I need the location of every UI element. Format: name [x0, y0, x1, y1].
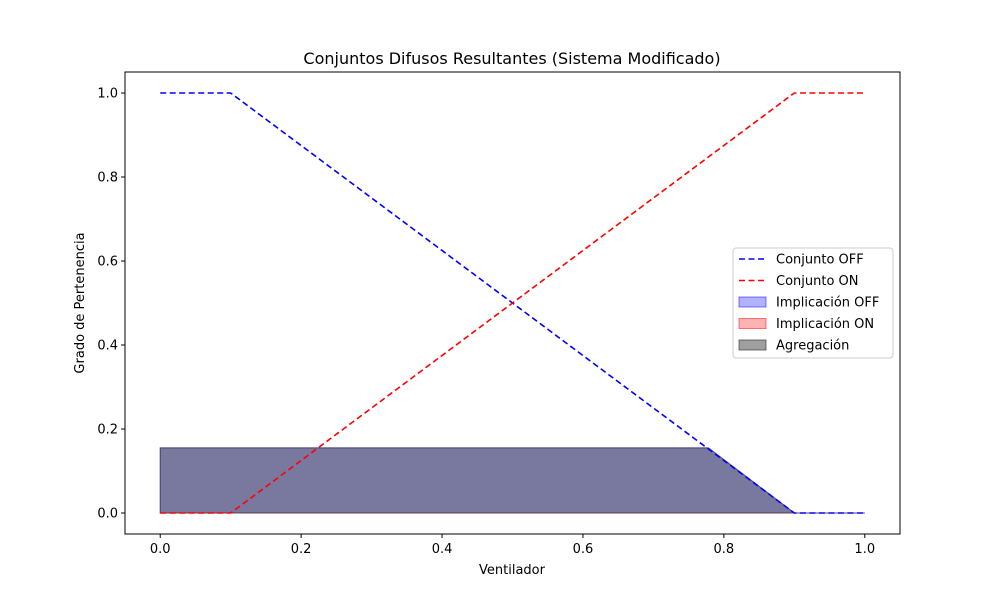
- x-tick-label: 0.2: [291, 542, 312, 557]
- legend-patch-swatch: [738, 296, 767, 308]
- legend-item-conjunto-on: Conjunto ON: [739, 274, 859, 289]
- legend-item-implicacion-on: Implicación ON: [738, 317, 874, 332]
- legend-label: Implicación OFF: [776, 296, 879, 311]
- plot-frame: [124, 71, 901, 535]
- legend-label: Conjunto ON: [776, 274, 859, 289]
- y-tick-label: 0.2: [97, 423, 118, 438]
- y-tick-label: 0.4: [97, 339, 118, 354]
- legend-label: Conjunto OFF: [776, 253, 864, 268]
- y-tick-label: 0.8: [97, 171, 118, 186]
- x-tick-label: 1.0: [854, 542, 875, 557]
- x-tick-label: 0.0: [150, 542, 171, 557]
- x-axis: 0.0 0.2 0.4 0.6 0.8 1.0: [150, 534, 875, 557]
- y-tick-label: 0.0: [97, 507, 118, 522]
- chart-title: Conjuntos Difusos Resultantes (Sistema M…: [303, 49, 720, 68]
- y-tick-label: 0.6: [97, 255, 118, 270]
- x-tick-label: 0.4: [432, 542, 453, 557]
- line-conjunto-on: [160, 92, 865, 514]
- legend-label: Implicación ON: [776, 317, 874, 332]
- plot-area: [159, 92, 865, 514]
- x-axis-label: Ventilador: [479, 563, 546, 578]
- x-tick-label: 0.8: [714, 542, 735, 557]
- x-tick-label: 0.6: [573, 542, 594, 557]
- legend-item-conjunto-off: Conjunto OFF: [739, 253, 864, 268]
- y-tick-label: 1.0: [97, 87, 118, 102]
- legend-item-implicacion-off: Implicación OFF: [738, 296, 879, 311]
- legend-patch-swatch: [738, 339, 767, 351]
- legend-label: Agregación: [776, 339, 849, 354]
- area-agregacion: [159, 447, 865, 514]
- y-axis-label: Grado de Pertenencia: [73, 232, 88, 373]
- y-axis: 0.0 0.2 0.4 0.6 0.8 1.0: [97, 87, 125, 522]
- legend: Conjunto OFF Conjunto ON Implicación OFF Im…: [732, 247, 894, 359]
- legend-patch-swatch: [738, 318, 767, 329]
- legend-box: [732, 247, 894, 359]
- legend-item-agregacion: Agregación: [738, 339, 849, 354]
